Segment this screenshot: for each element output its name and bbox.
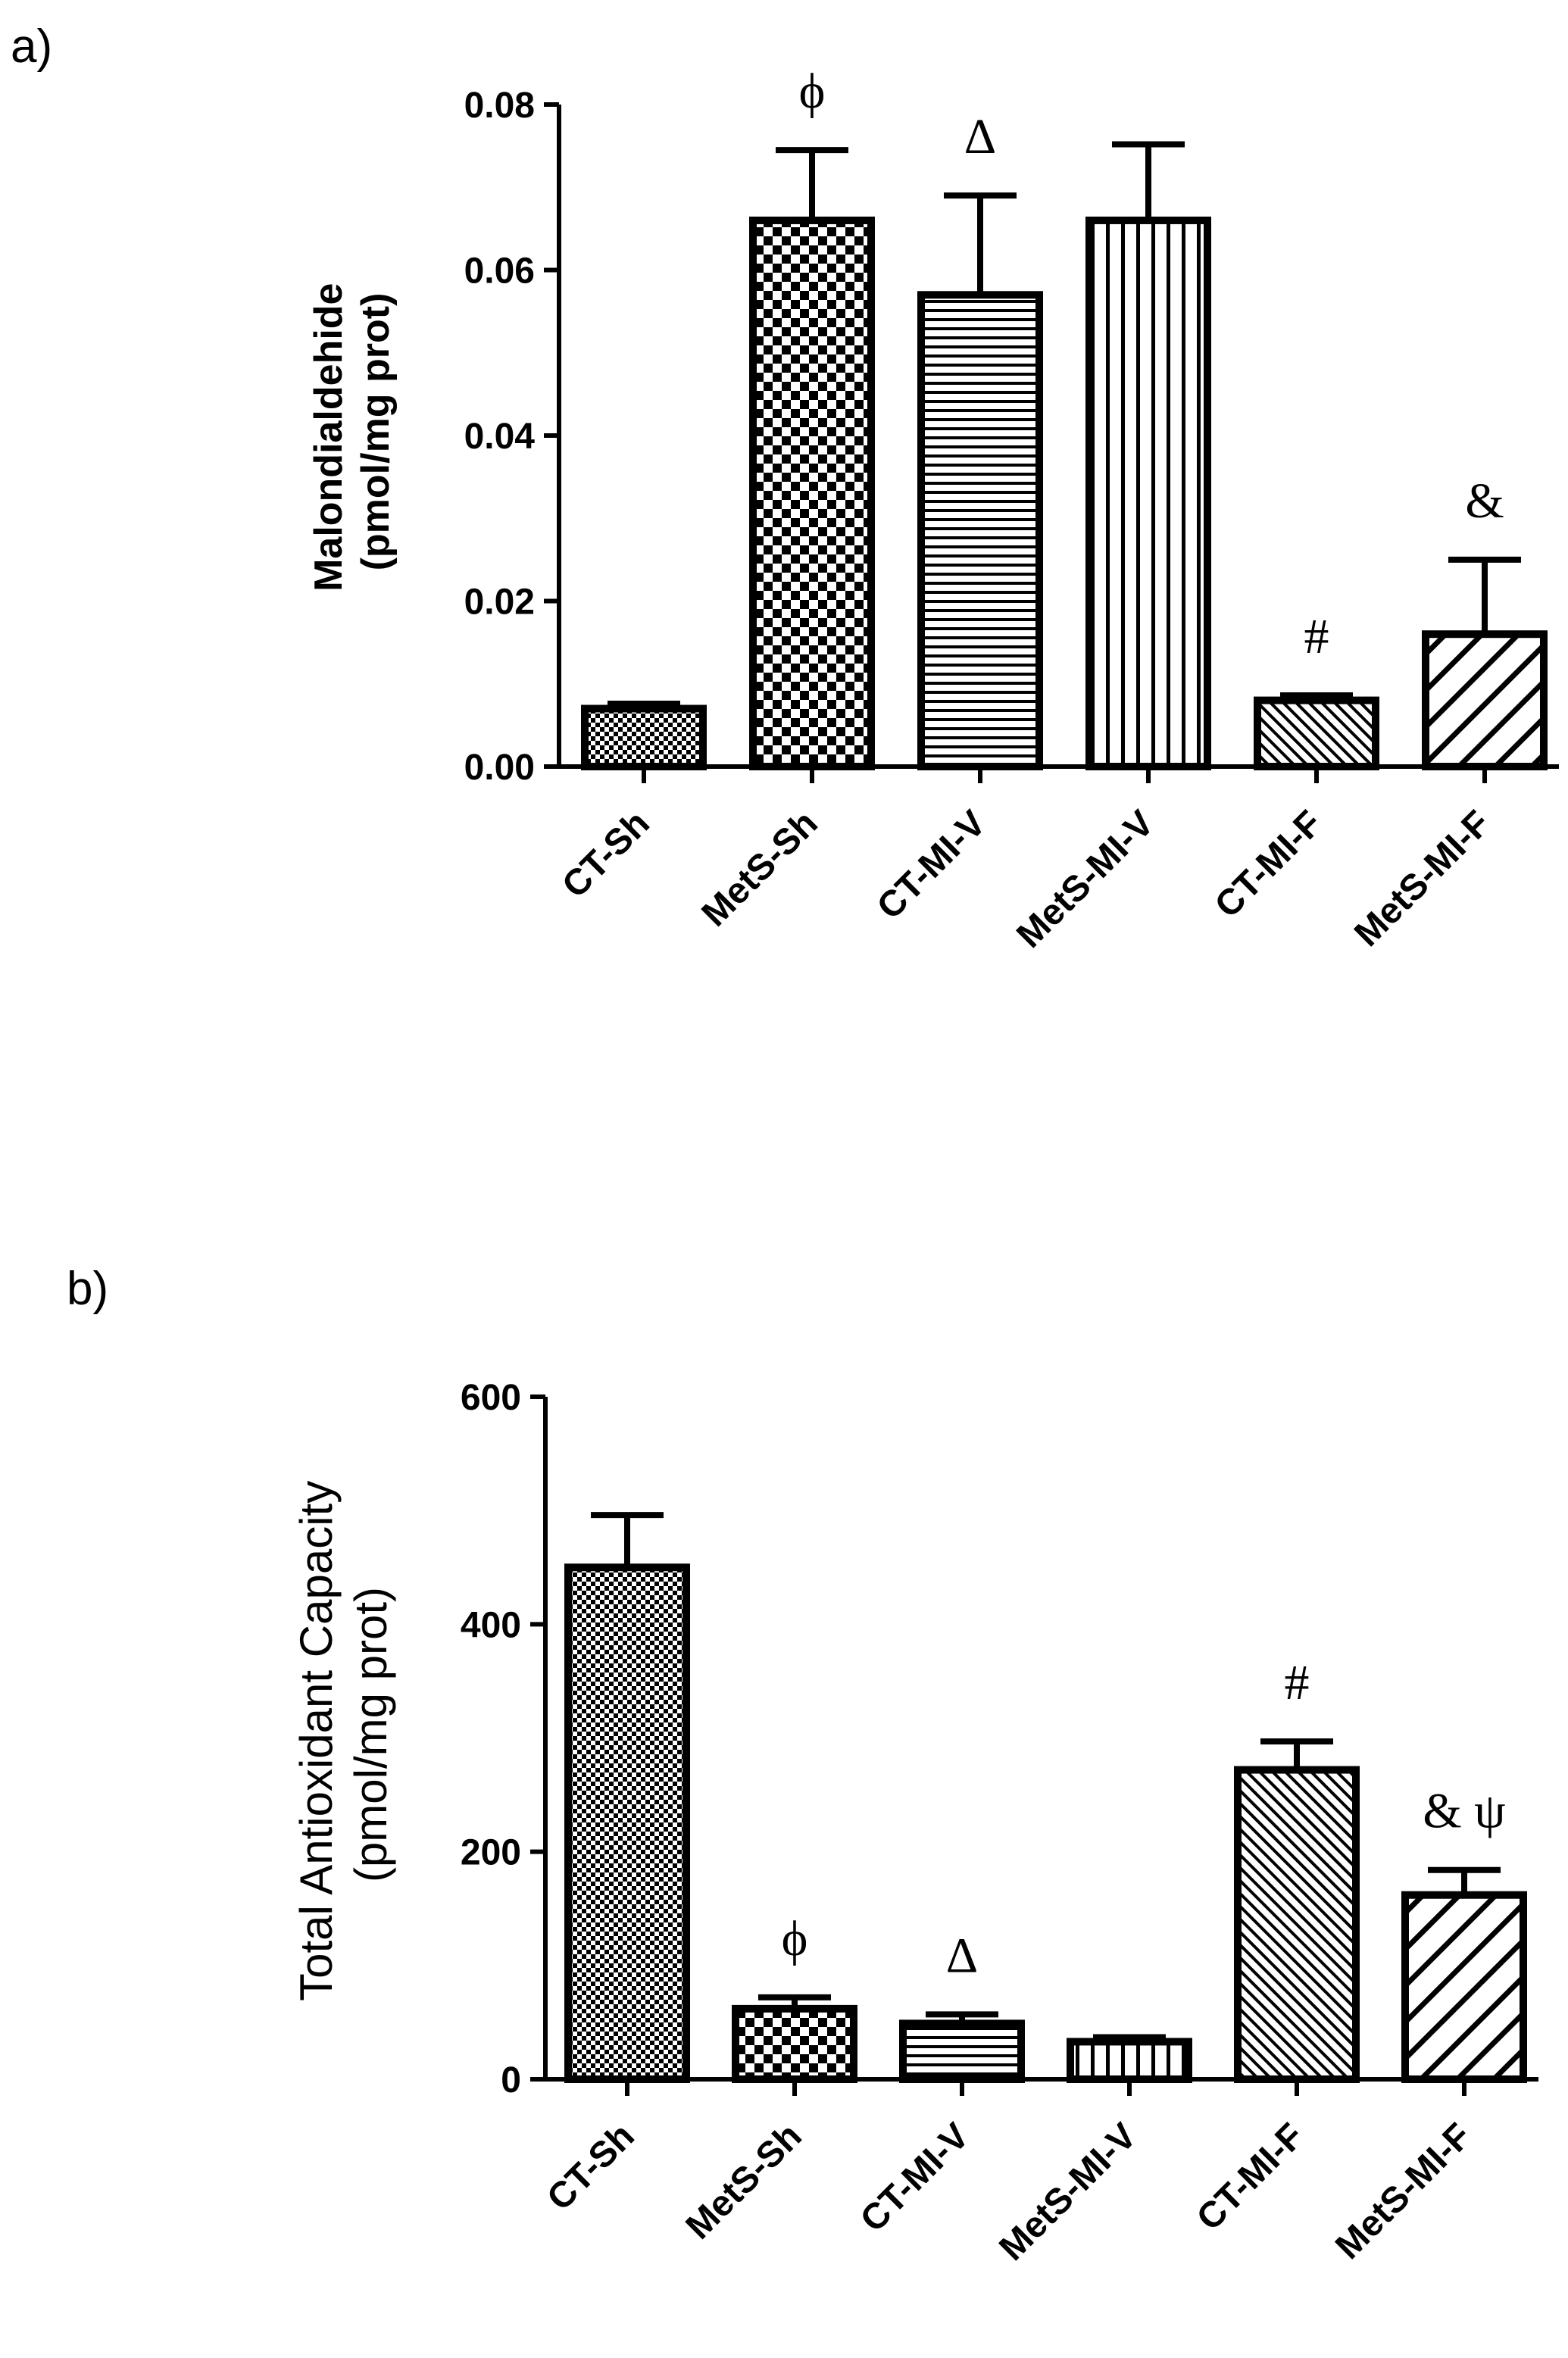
bar-mets-mi-f <box>1422 630 1548 771</box>
y-tick-label: 600 <box>461 1378 521 1418</box>
bar-mets-mi-f <box>1401 1891 1527 2083</box>
y-axis-label: Malondialdehide (pmol/mg prot) <box>307 272 398 592</box>
significance-annotation: ϕ <box>782 1911 808 1966</box>
y-tick-label: 0.02 <box>464 582 535 623</box>
y-tick-label: 0 <box>501 2060 521 2100</box>
y-axis-label-line-2: (pmol/mg prot) <box>354 293 398 571</box>
bar-mets-mi-v <box>1067 2038 1192 2084</box>
bar-ct-mi-f <box>1254 696 1379 770</box>
x-tick-label: CT-MI-F <box>1189 2116 1312 2238</box>
bar-ct-mi-f <box>1234 1766 1360 2083</box>
panel-b: b) Total Antioxidant Capacity (pmol/mg p… <box>67 1263 1538 2269</box>
bar-ct-sh <box>564 1563 690 2083</box>
x-tick-label: CT-MI-V <box>870 803 994 927</box>
bar-ct-mi-v <box>917 291 1043 770</box>
y-tick-label: 200 <box>461 1833 521 1873</box>
x-tick-label: CT-MI-V <box>853 2116 977 2240</box>
bar-mets-mi-v <box>1085 216 1211 770</box>
x-tick-label: MetS-MI-V <box>992 2116 1145 2269</box>
x-tick-label: CT-MI-F <box>1207 803 1330 926</box>
panel-label: b) <box>67 1263 108 1315</box>
significance-annotation: # <box>1304 609 1329 664</box>
panel-a: a) Malondialdehide (pmol/mg prot) 0.00 0.… <box>11 20 1559 956</box>
significance-annotation: # <box>1285 1655 1310 1710</box>
significance-annotation: & ψ <box>1423 1784 1505 1839</box>
significance-annotation: Δ <box>964 109 996 164</box>
y-axis-label-line-1: Total Antioxidant Capacity <box>291 1481 342 2001</box>
x-tick-label: MetS-MI-F <box>1347 803 1498 954</box>
x-tick-label: CT-Sh <box>554 803 657 906</box>
y-tick-label: 0.00 <box>464 748 535 788</box>
y-axis-label-line-2: (pmol/mg prot) <box>345 1587 396 1882</box>
y-tick-label: 0.08 <box>464 86 535 126</box>
y-axis-label: Total Antioxidant Capacity (pmol/mg prot… <box>291 1468 396 2001</box>
y-tick-label: 0.06 <box>464 251 535 292</box>
significance-annotation: ϕ <box>799 64 826 119</box>
significance-annotation: & <box>1465 473 1504 529</box>
x-tick-label: MetS-Sh <box>695 803 826 934</box>
x-tick-label: CT-Sh <box>539 2116 642 2219</box>
x-tick-label: MetS-Sh <box>679 2116 810 2247</box>
significance-annotation: Δ <box>946 1928 978 1983</box>
x-tick-label: MetS-MI-V <box>1009 803 1162 956</box>
bar-ct-sh <box>581 704 707 771</box>
x-tick-label: MetS-MI-F <box>1328 2116 1479 2267</box>
y-axis-label-line-1: Malondialdehide <box>307 283 351 592</box>
bar-mets-sh <box>749 216 875 770</box>
y-tick-label: 400 <box>461 1605 521 1645</box>
y-tick-label: 0.04 <box>464 417 536 457</box>
bar-mets-sh <box>732 2004 857 2084</box>
panel-label: a) <box>11 20 52 73</box>
bar-ct-mi-v <box>899 2019 1025 2083</box>
